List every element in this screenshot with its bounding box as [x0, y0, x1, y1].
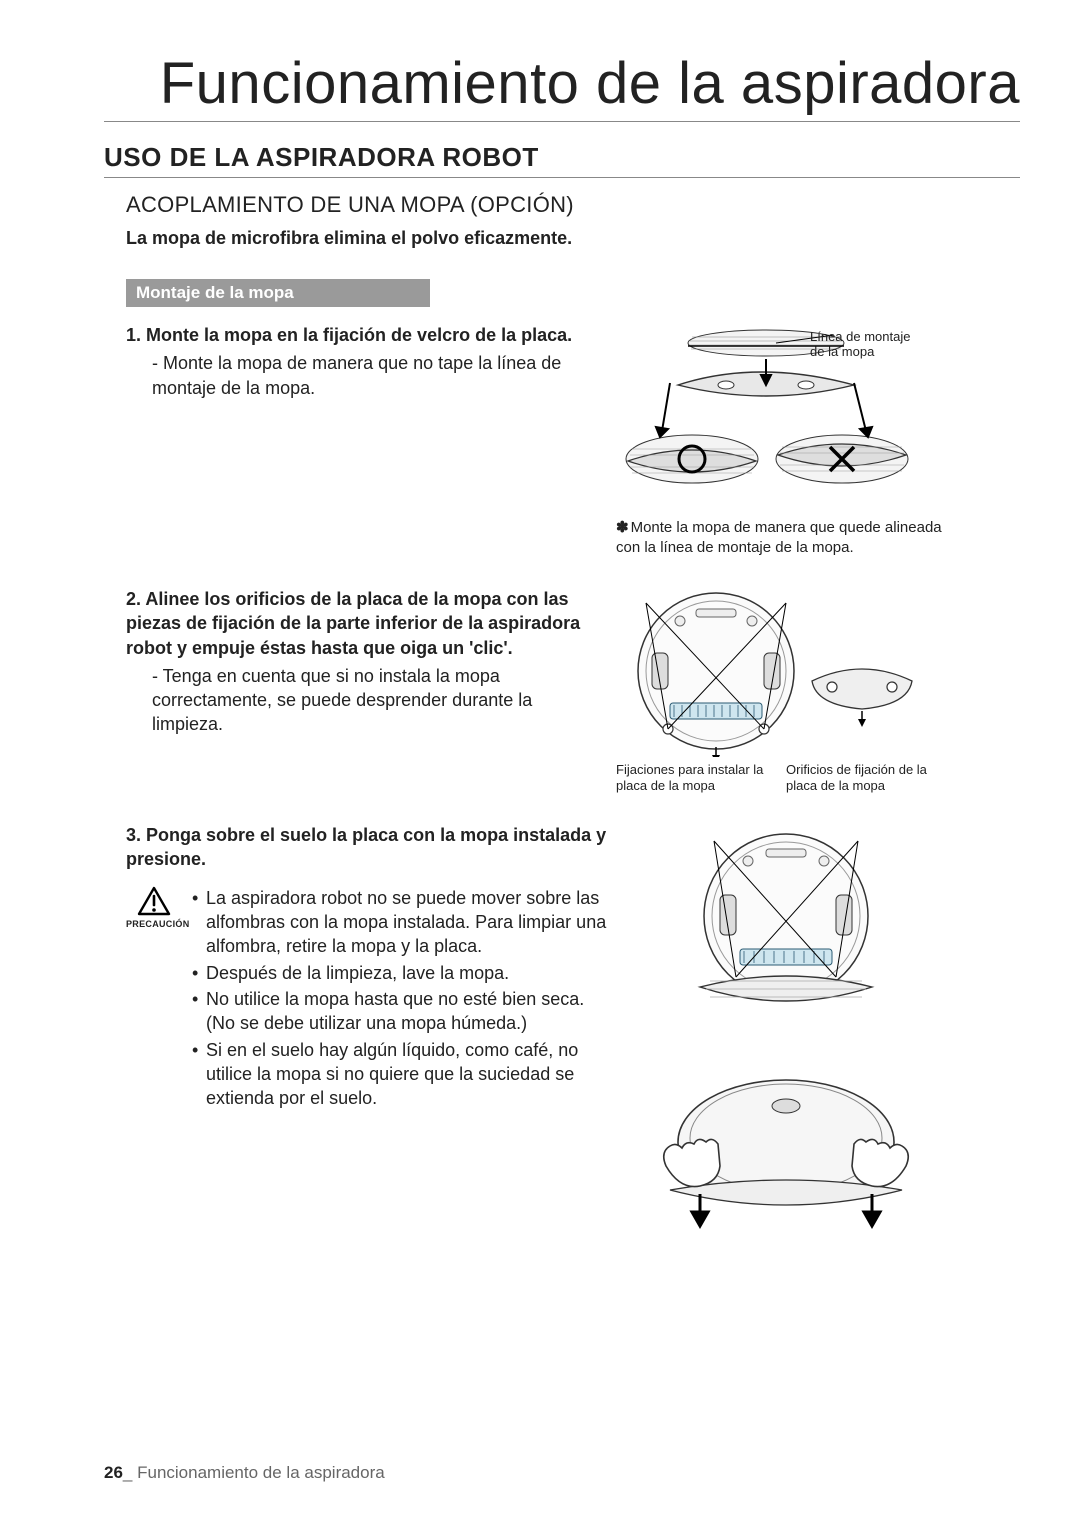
- step-1-heading: 1. Monte la mopa en la fijación de velcr…: [126, 323, 596, 347]
- step-2: 2. Alinee los orificios de la placa de l…: [126, 587, 1020, 793]
- bullet-4: Si en el suelo hay algún líquido, como c…: [192, 1038, 616, 1111]
- caution-bullets: La aspiradora robot no se puede mover so…: [192, 886, 616, 1113]
- press-down-diagram: [636, 1046, 936, 1241]
- step-2-figure: Fijaciones para instalar la placa de la …: [616, 587, 946, 793]
- step-3-heading: 3. Ponga sobre el suelo la placa con la …: [126, 823, 616, 872]
- step-1-text: 1. Monte la mopa en la fijación de velcr…: [126, 323, 596, 400]
- step-2-captions: Fijaciones para instalar la placa de la …: [616, 762, 946, 793]
- bullet-3: No utilice la mopa hasta que no esté bie…: [192, 987, 616, 1036]
- step-2-text: 2. Alinee los orificios de la placa de l…: [126, 587, 596, 737]
- manual-page: Funcionamiento de la aspiradora USO DE L…: [0, 0, 1080, 1527]
- asterisk-icon: ✽: [616, 519, 629, 536]
- robot-bottom-with-mop-diagram: [636, 823, 936, 1028]
- subsection-title: ACOPLAMIENTO DE UNA MOPA (OPCIÓN): [126, 192, 1020, 218]
- step-3-figures: [636, 823, 966, 1241]
- steps-container: 1. Monte la mopa en la fijación de velcr…: [126, 323, 1020, 1241]
- footer-text: Funcionamiento de la aspiradora: [137, 1463, 385, 1482]
- bullet-2: Después de la limpieza, lave la mopa.: [192, 961, 616, 985]
- mop-alignment-diagram: Línea de montaje de la mopa: [616, 323, 916, 508]
- step-1: 1. Monte la mopa en la fijación de velcr…: [126, 323, 1020, 557]
- footer-sep: _: [123, 1463, 137, 1482]
- page-footer: 26_ Funcionamiento de la aspiradora: [104, 1463, 385, 1483]
- page-title: Funcionamiento de la aspiradora: [104, 50, 1020, 122]
- caution-label: PRECAUCIÓN: [126, 918, 182, 930]
- step-1-note: ✽Monte la mopa de manera que quede aline…: [616, 518, 946, 557]
- caution-icon: PRECAUCIÓN: [126, 886, 182, 930]
- step-1-note-text: Monte la mopa de manera que quede alinea…: [616, 519, 942, 556]
- step-1-figure: Línea de montaje de la mopa ✽Monte la mo…: [616, 323, 946, 557]
- section-title: USO DE LA ASPIRADORA ROBOT: [104, 142, 1020, 178]
- caution-block: PRECAUCIÓN La aspiradora robot no se pue…: [126, 886, 616, 1113]
- step-2-caption-left: Fijaciones para instalar la placa de la …: [616, 762, 776, 793]
- step-2-caption-right: Orificios de fijación de la placa de la …: [786, 762, 946, 793]
- tab-label: Montaje de la mopa: [126, 279, 430, 307]
- step-2-sub: - Tenga en cuenta que si no instala la m…: [152, 664, 596, 737]
- step-3-text: 3. Ponga sobre el suelo la placa con la …: [126, 823, 616, 1112]
- step-1-sub: - Monte la mopa de manera que no tape la…: [152, 351, 596, 400]
- bullet-1: La aspiradora robot no se puede mover so…: [192, 886, 616, 959]
- step-2-heading: 2. Alinee los orificios de la placa de l…: [126, 587, 596, 660]
- underside-diagram: [616, 587, 916, 762]
- step-3: 3. Ponga sobre el suelo la placa con la …: [126, 823, 1020, 1241]
- fig1-label: Línea de montaje de la mopa: [810, 330, 920, 360]
- intro-text: La mopa de microfibra elimina el polvo e…: [126, 228, 1020, 249]
- page-number: 26: [104, 1463, 123, 1482]
